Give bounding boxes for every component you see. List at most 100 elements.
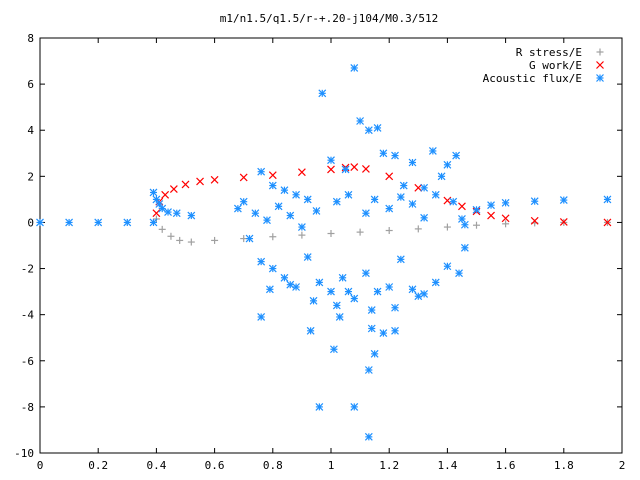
- data-point: [530, 197, 539, 206]
- data-point: [239, 197, 248, 206]
- data-point: [167, 232, 175, 240]
- data-point: [161, 190, 170, 199]
- x-tick-label: 1.2: [379, 459, 399, 472]
- data-point: [414, 292, 423, 301]
- data-point: [268, 264, 277, 273]
- data-point: [164, 208, 172, 216]
- data-point: [327, 287, 335, 296]
- data-point: [149, 188, 158, 197]
- data-point: [257, 257, 266, 266]
- data-point: [350, 64, 359, 72]
- data-point: [437, 172, 446, 181]
- data-point: [385, 172, 394, 181]
- data-point: [603, 195, 612, 204]
- series-1: [152, 163, 612, 227]
- data-point: [280, 186, 289, 195]
- data-point: [350, 402, 359, 411]
- legend-marker: [596, 74, 604, 82]
- x-tick-label: 0: [37, 459, 44, 472]
- data-point: [292, 190, 301, 199]
- data-point: [338, 273, 347, 282]
- data-point: [361, 165, 370, 173]
- data-point: [373, 123, 382, 132]
- y-tick-label: 0: [27, 216, 34, 229]
- data-point: [309, 296, 318, 305]
- data-point: [268, 171, 277, 180]
- y-tick-label: 8: [27, 32, 34, 45]
- data-point: [286, 211, 295, 220]
- data-point: [65, 218, 74, 227]
- data-point: [297, 168, 306, 177]
- y-tick-label: 4: [27, 124, 34, 137]
- data-point: [487, 211, 495, 220]
- data-point: [327, 156, 335, 165]
- y-tick-label: -6: [21, 355, 34, 368]
- data-point: [370, 349, 379, 358]
- data-point: [460, 220, 469, 229]
- data-point: [428, 147, 437, 155]
- data-point: [181, 180, 190, 189]
- data-point: [251, 209, 260, 218]
- data-point: [169, 185, 178, 193]
- y-tick-label: -10: [14, 447, 34, 460]
- data-point: [408, 200, 417, 208]
- data-point: [530, 216, 539, 225]
- data-point: [303, 195, 312, 204]
- data-point: [373, 287, 382, 296]
- data-point: [312, 206, 321, 215]
- data-point: [36, 218, 44, 227]
- data-point: [315, 278, 324, 287]
- data-point: [315, 402, 324, 411]
- data-point: [344, 287, 353, 296]
- data-point: [391, 151, 399, 160]
- data-point: [379, 329, 388, 338]
- data-point: [356, 117, 365, 125]
- data-point: [367, 324, 376, 333]
- data-point: [431, 190, 440, 199]
- legend-marker: [596, 48, 604, 56]
- data-point: [431, 278, 440, 287]
- y-tick-label: -8: [21, 401, 34, 414]
- data-point: [297, 223, 306, 231]
- data-point: [149, 218, 158, 227]
- data-point: [361, 269, 370, 278]
- data-point: [329, 345, 338, 354]
- x-tick-label: 1.6: [496, 459, 516, 472]
- data-point: [187, 238, 195, 246]
- data-point: [385, 227, 393, 235]
- data-point: [391, 303, 399, 312]
- data-point: [265, 285, 274, 294]
- data-point: [210, 175, 219, 184]
- data-point: [364, 366, 373, 374]
- x-tick-label: 1.8: [554, 459, 574, 472]
- data-point: [379, 149, 388, 158]
- data-point: [286, 280, 295, 289]
- data-point: [298, 231, 306, 239]
- x-tick-label: 0.2: [88, 459, 108, 472]
- data-point: [327, 230, 335, 238]
- data-point: [269, 233, 277, 241]
- data-point: [501, 198, 510, 207]
- data-point: [233, 204, 242, 213]
- data-point: [370, 195, 379, 204]
- data-point: [303, 253, 312, 261]
- data-point: [364, 126, 373, 135]
- data-point: [350, 163, 359, 172]
- data-point: [458, 215, 466, 223]
- data-point: [420, 213, 429, 222]
- y-tick-label: 2: [27, 170, 34, 183]
- legend-label: R stress/E: [516, 46, 582, 59]
- data-point: [458, 202, 466, 211]
- data-point: [452, 151, 461, 160]
- data-point: [341, 165, 350, 174]
- data-point: [257, 167, 266, 176]
- data-point: [187, 211, 196, 220]
- axis-ticks: 0 0.2 0.4 0.6 0.8 1 1.2 1.4 1.6 1.8 2 8 6 4 2 0 -2 -4 -6 -8…: [14, 32, 625, 472]
- y-tick-label: 6: [27, 78, 34, 91]
- data-point: [502, 220, 510, 228]
- data-point: [335, 313, 344, 321]
- data-point: [211, 236, 219, 244]
